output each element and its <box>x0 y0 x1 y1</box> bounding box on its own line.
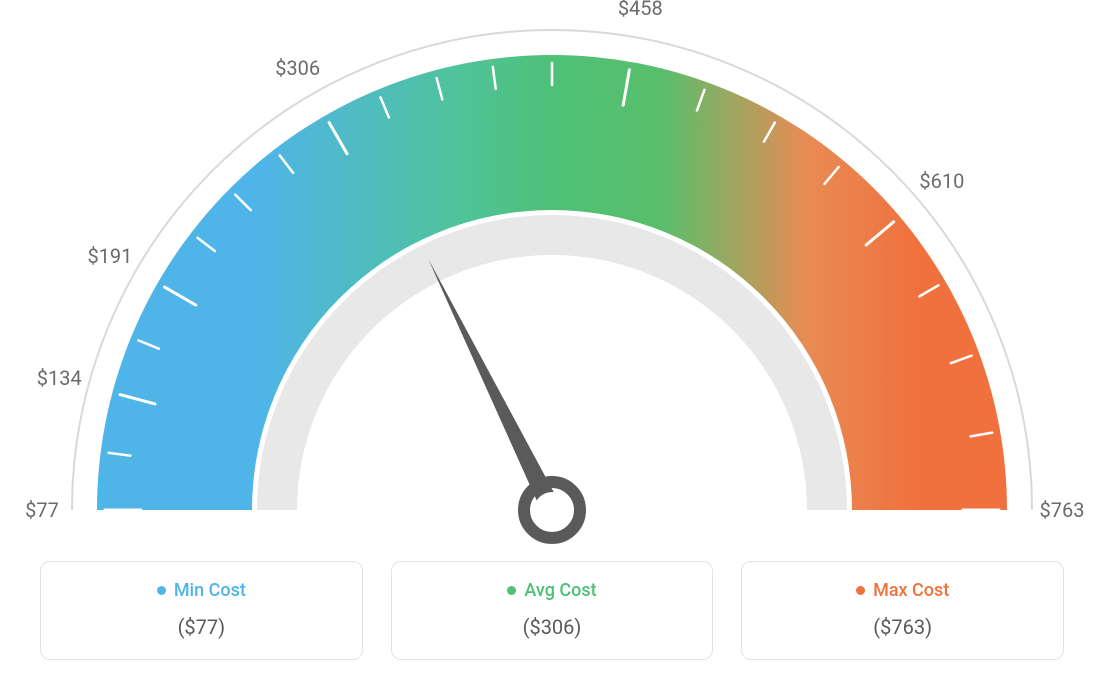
legend-row: Min Cost ($77) Avg Cost ($306) Max Cost … <box>40 561 1064 660</box>
gauge-tick-label: $306 <box>275 56 320 80</box>
legend-card-min: Min Cost ($77) <box>40 561 363 660</box>
legend-value-max: ($763) <box>752 615 1053 639</box>
legend-title-max: Max Cost <box>856 580 949 601</box>
gauge-tick-label: $77 <box>25 498 59 522</box>
gauge-svg <box>0 0 1104 560</box>
gauge-tick-label: $191 <box>87 244 132 268</box>
gauge-tick-label: $458 <box>618 0 663 20</box>
legend-title-avg-text: Avg Cost <box>524 580 596 601</box>
legend-title-max-text: Max Cost <box>873 580 949 601</box>
gauge-tick-label: $610 <box>919 169 964 193</box>
gauge-tick-label: $763 <box>1040 498 1085 522</box>
gauge-tick-label: $134 <box>37 366 82 390</box>
legend-title-avg: Avg Cost <box>507 580 596 601</box>
legend-card-max: Max Cost ($763) <box>741 561 1064 660</box>
legend-dot-min <box>157 586 166 595</box>
legend-dot-max <box>856 586 865 595</box>
legend-card-avg: Avg Cost ($306) <box>391 561 714 660</box>
legend-dot-avg <box>507 586 516 595</box>
cost-gauge: $77 $134 $191 $306 $458 $610 $763 <box>0 0 1104 560</box>
legend-value-avg: ($306) <box>402 615 703 639</box>
legend-title-min: Min Cost <box>157 580 246 601</box>
legend-title-min-text: Min Cost <box>174 580 246 601</box>
legend-value-min: ($77) <box>51 615 352 639</box>
